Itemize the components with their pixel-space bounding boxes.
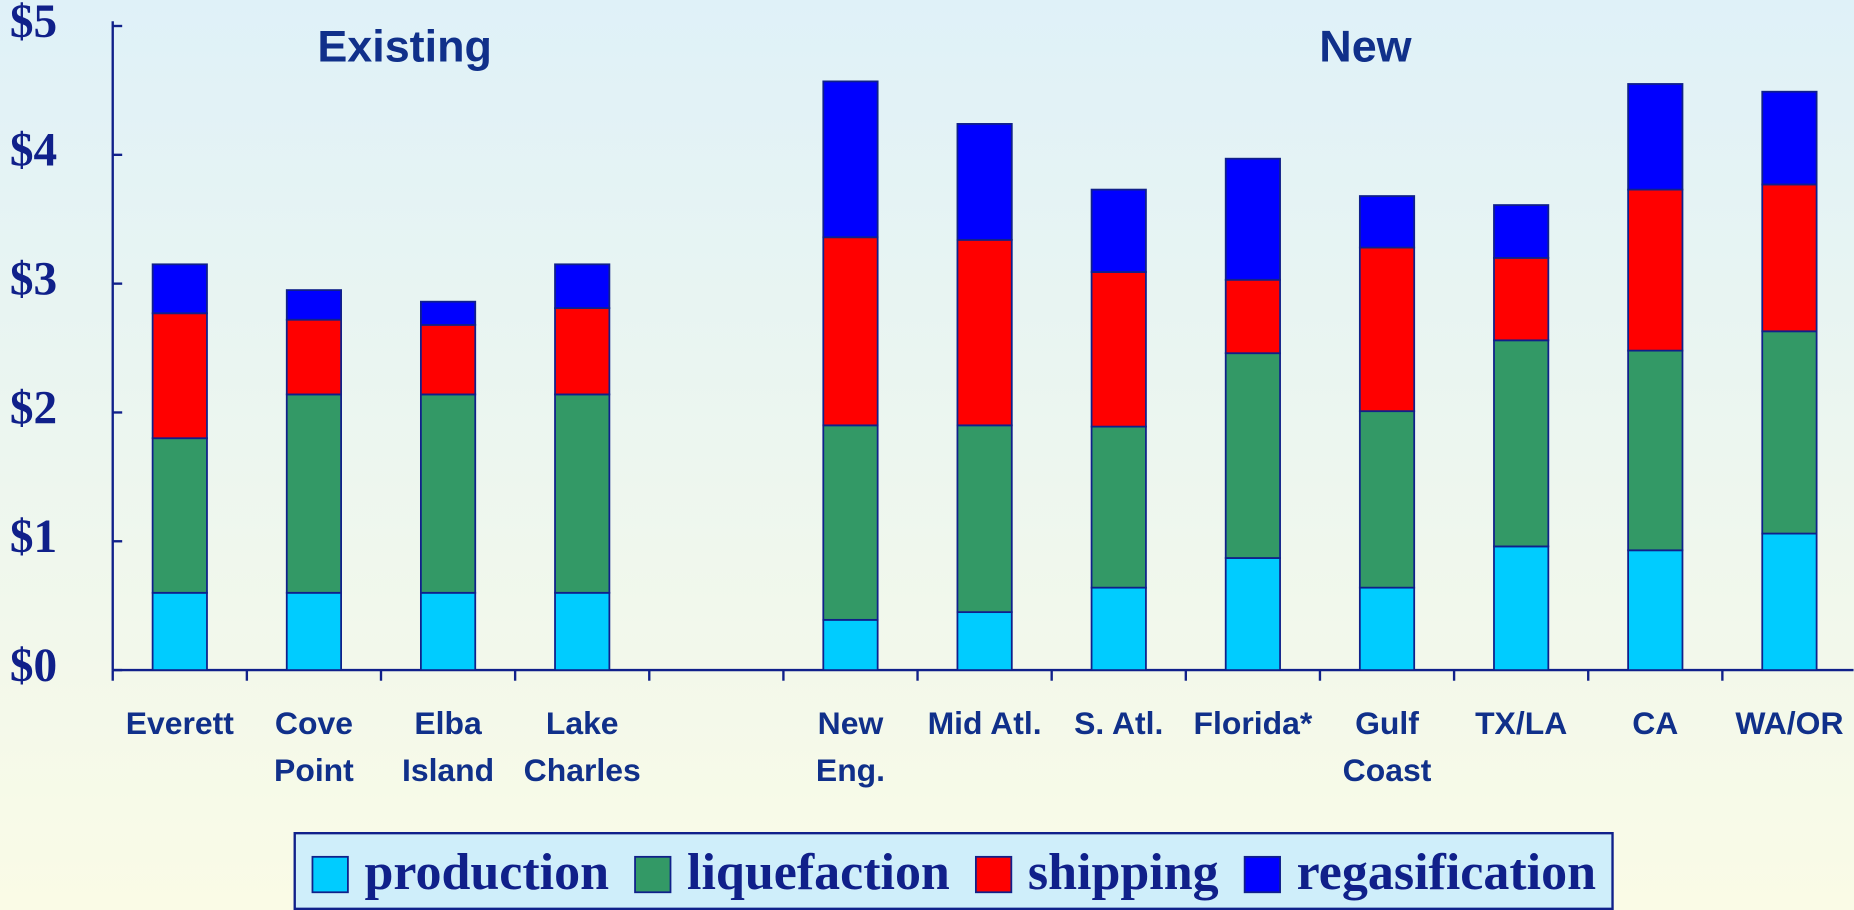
bar-segment — [1493, 204, 1550, 259]
legend-label: shipping — [1028, 844, 1219, 901]
bar-segment — [420, 591, 477, 671]
legend-swatch — [1243, 855, 1281, 894]
x-tick-label: WA/OR — [1735, 705, 1844, 741]
legend-label: regasification — [1297, 844, 1596, 901]
bar-segment — [1627, 349, 1684, 552]
x-tick-label: S. Atl. — [1074, 705, 1164, 741]
y-tick-label: $5 — [10, 0, 57, 48]
x-label-box: Everett — [125, 705, 234, 741]
bar-segment — [151, 591, 208, 671]
bar-segment — [1224, 157, 1281, 281]
legend-swatch — [974, 855, 1013, 894]
x-label-box: New Eng. — [815, 705, 886, 789]
x-tick-label: Gulf Coast — [1342, 705, 1432, 789]
x-tick-label: Cove Point — [274, 705, 354, 789]
x-label-box: Elba Island — [401, 705, 495, 789]
bar-segment — [1627, 83, 1684, 191]
bar-segment — [1627, 188, 1684, 352]
x-tick-label: Florida* — [1193, 705, 1313, 741]
x-label-box: Florida* — [1193, 705, 1313, 741]
x-label-box: TX/LA — [1475, 705, 1568, 741]
bar-segment — [285, 591, 342, 671]
x-tick-label: Everett — [125, 705, 234, 741]
y-tick-label: $3 — [10, 253, 57, 305]
annotation: New — [1319, 20, 1411, 71]
bar-segment — [1358, 195, 1416, 249]
bar-segment — [822, 424, 879, 621]
y-tick-label: $0 — [10, 640, 57, 692]
bar-segment — [956, 123, 1013, 241]
bar-segment — [1224, 278, 1281, 355]
x-label-box: Mid Atl. — [927, 705, 1042, 741]
bar-segment — [420, 393, 477, 594]
bar-segment — [822, 236, 879, 427]
bar-segment — [554, 591, 611, 671]
bar-segment — [151, 263, 208, 315]
legend-swatch — [634, 855, 672, 894]
bar-segment — [151, 312, 208, 440]
x-tick-label: Mid Atl. — [927, 705, 1042, 741]
bar-segment — [554, 307, 611, 396]
bar-segment — [1493, 545, 1550, 671]
bar-segment — [822, 80, 879, 239]
bar-segment — [956, 611, 1013, 671]
x-tick-label: Elba Island — [401, 705, 495, 789]
bar-segment — [1358, 246, 1416, 413]
x-tick-label: CA — [1632, 705, 1679, 741]
bar-segment — [1090, 425, 1147, 589]
y-tick-label: $2 — [10, 382, 57, 434]
bar-segment — [1090, 271, 1147, 428]
bar-segment — [956, 238, 1013, 427]
bar-segment — [1761, 330, 1818, 535]
bar-segment — [554, 263, 611, 309]
y-tick-label: $4 — [10, 125, 57, 177]
bar-segment — [1224, 352, 1281, 559]
bar-segment — [285, 289, 342, 321]
legend-label: production — [364, 844, 609, 901]
legend-swatch — [311, 855, 349, 894]
bar-segment — [420, 300, 477, 326]
bar-segment — [1090, 586, 1147, 671]
legend-box — [293, 832, 1614, 910]
bar-segment — [420, 323, 477, 396]
bar-segment — [1761, 90, 1818, 186]
bar-segment — [956, 424, 1013, 614]
legend: production liquefaction shipping regasifica… — [293, 832, 1614, 910]
bar-segment — [1358, 410, 1416, 589]
annotation: Existing — [317, 20, 492, 71]
y-tick-label: $1 — [10, 511, 57, 563]
bar-segment — [1090, 188, 1147, 273]
x-label-box: Cove Point — [274, 705, 354, 789]
x-tick-label: Lake Charles — [523, 705, 641, 789]
x-tick-label: TX/LA — [1475, 705, 1568, 741]
bar-segment — [151, 437, 208, 594]
bar-segment — [1761, 183, 1818, 333]
x-label-box: S. Atl. — [1074, 705, 1164, 741]
bar-segment — [1493, 339, 1550, 548]
bar-segment — [1761, 532, 1818, 671]
x-tick-label: New Eng. — [815, 705, 886, 789]
bar-segment — [822, 618, 879, 671]
bar-segment — [285, 318, 342, 396]
bar-segment — [1358, 586, 1416, 671]
x-label-box: Lake Charles — [523, 705, 641, 789]
legend-label: liquefaction — [687, 844, 950, 901]
x-label-box: WA/OR — [1735, 705, 1844, 741]
bar-segment — [1493, 256, 1550, 342]
bar-segment — [554, 393, 611, 594]
bar-segment — [285, 393, 342, 594]
x-label-box: CA — [1632, 705, 1679, 741]
x-label-box: Gulf Coast — [1342, 705, 1432, 789]
bar-segment — [1627, 549, 1684, 671]
bar-segment — [1224, 557, 1281, 671]
